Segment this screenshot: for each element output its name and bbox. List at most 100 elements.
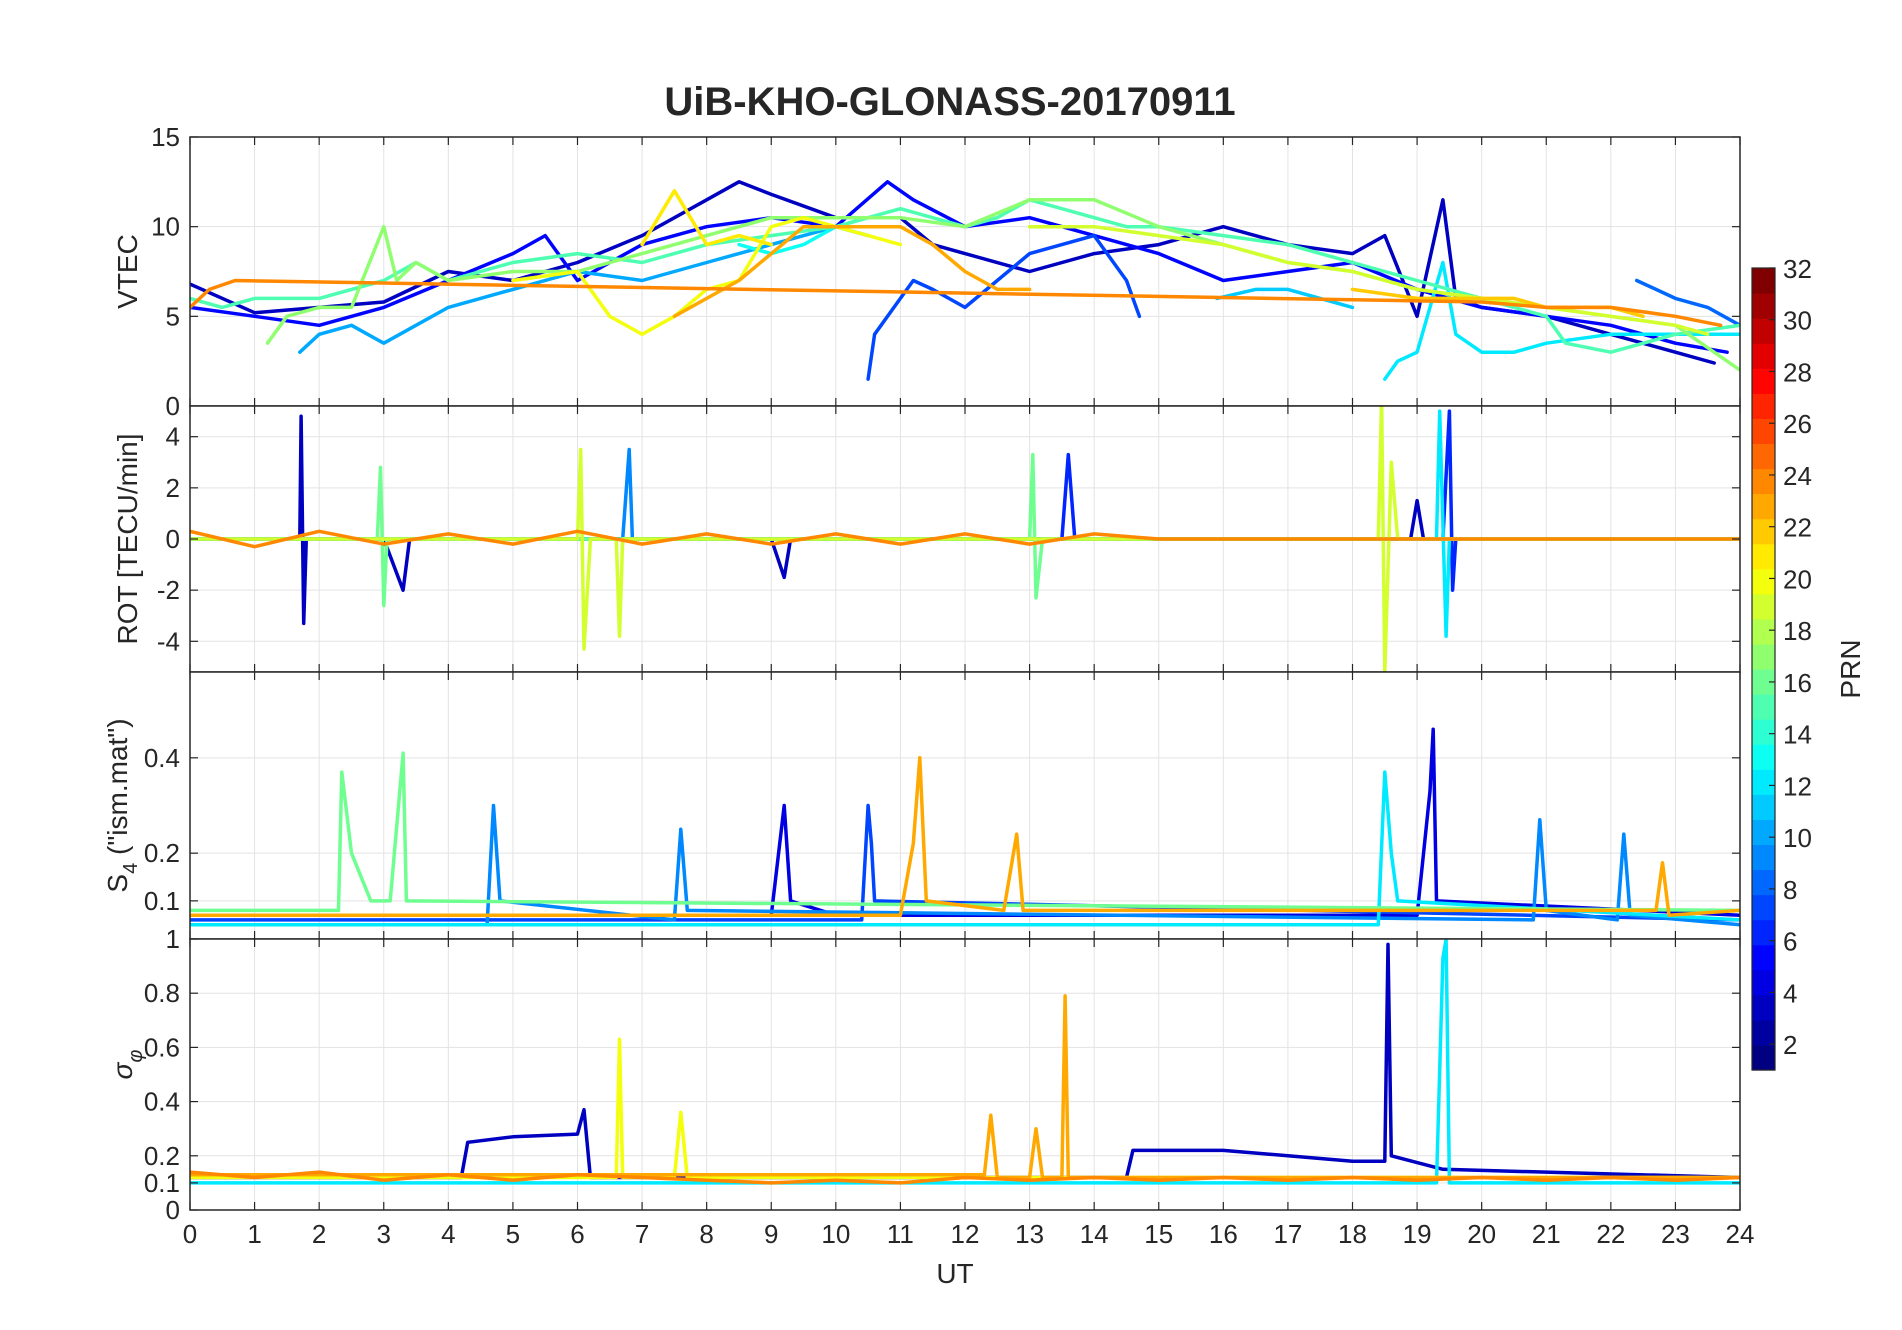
- colorbar-segment: [1752, 694, 1775, 720]
- y-tick-label: -4: [157, 626, 180, 656]
- series-group: [190, 406, 1740, 672]
- x-tick-label: 19: [1403, 1219, 1432, 1249]
- y-tick-label: 0: [166, 391, 180, 421]
- x-tick-label: 4: [441, 1219, 455, 1249]
- y-axis-label: σφ: [107, 1050, 147, 1080]
- x-tick-label: 13: [1015, 1219, 1044, 1249]
- colorbar-tick-label: 2: [1783, 1030, 1797, 1060]
- y-axis-label: ROT [TECU/min]: [112, 433, 143, 644]
- y-axis-label: VTEC: [112, 234, 143, 309]
- x-tick-label: 1: [247, 1219, 261, 1249]
- series-line-prn-8: [1634, 278, 1740, 328]
- colorbar-segment: [1752, 1044, 1775, 1071]
- colorbar-segment: [1752, 368, 1775, 394]
- series-line-prn-9: [190, 803, 1740, 927]
- x-tick-label: 6: [570, 1219, 584, 1249]
- colorbar-segment: [1752, 669, 1775, 695]
- colorbar-tick-label: 10: [1783, 823, 1812, 853]
- colorbar-tick-label: 26: [1783, 409, 1812, 439]
- series-line-prn-11: [1215, 287, 1355, 310]
- x-tick-label: 0: [183, 1219, 197, 1249]
- colorbar-segment: [1752, 493, 1775, 520]
- series-group: [190, 180, 1740, 381]
- colorbar-segment: [1752, 744, 1775, 770]
- y-tick-label: 0.2: [144, 1141, 180, 1171]
- series-line-prn-21: [640, 189, 774, 247]
- y-tick-label: 0.8: [144, 978, 180, 1008]
- y-tick-label: 10: [151, 212, 180, 242]
- x-tick-label: 22: [1596, 1219, 1625, 1249]
- grid: [189, 672, 1741, 939]
- series-line-prn-12: [190, 939, 1740, 1185]
- y-tick-label: 5: [166, 301, 180, 331]
- colorbar-segment: [1752, 343, 1775, 369]
- colorbar-segment: [1752, 819, 1775, 846]
- y-tick-label: 1: [166, 924, 180, 954]
- x-tick-label: 23: [1661, 1219, 1690, 1249]
- series-line-prn-12: [190, 770, 1740, 927]
- colorbar-segment: [1752, 293, 1775, 319]
- series-group: [190, 939, 1740, 1185]
- x-tick-label: 3: [377, 1219, 391, 1249]
- colorbar-frame: [1751, 267, 1776, 1071]
- colorbar-segment: [1752, 468, 1775, 495]
- x-tick-label: 2: [312, 1219, 326, 1249]
- x-axis-label: UT: [936, 1258, 973, 1289]
- series-line-prn-7: [866, 233, 1142, 381]
- y-tick-label: 0.2: [144, 838, 180, 868]
- series-line-prn-24: [190, 529, 1740, 549]
- colorbar-segment: [1752, 318, 1775, 344]
- series-line-prn-12: [1383, 260, 1740, 381]
- x-tick-label: 17: [1273, 1219, 1302, 1249]
- series-line-prn-19: [190, 406, 1740, 672]
- colorbar-tick-label: 28: [1783, 357, 1812, 387]
- x-tick-label: 11: [887, 1219, 914, 1249]
- series-line-prn-3: [190, 942, 1740, 1180]
- x-tick-label: 24: [1726, 1219, 1755, 1249]
- x-tick-label: 10: [821, 1219, 850, 1249]
- colorbar-segment: [1752, 618, 1775, 645]
- y-tick-label: 0.1: [144, 1168, 180, 1198]
- y-tick-label: 4: [166, 422, 180, 452]
- colorbar-tick-label: 24: [1783, 461, 1812, 491]
- x-tick-label: 16: [1209, 1219, 1238, 1249]
- chart-title: UiB-KHO-GLONASS-20170911: [664, 80, 1235, 124]
- x-tick-label: 14: [1080, 1219, 1109, 1249]
- colorbar-tick-label: 30: [1783, 306, 1812, 336]
- series-group: [190, 727, 1740, 927]
- colorbar-segment: [1752, 268, 1775, 294]
- series-line-prn-23: [190, 756, 1740, 917]
- colorbar-segment: [1752, 794, 1775, 820]
- colorbar-tick-label: 18: [1783, 616, 1812, 646]
- y-tick-label: 0.6: [144, 1032, 180, 1062]
- y-tick-label: -2: [157, 575, 180, 605]
- panel-rot: -4 -2 0 2 4 ROT [TECU/min]: [112, 405, 1741, 673]
- colorbar-segment: [1752, 1019, 1775, 1046]
- colorbar-tick-label: 14: [1783, 720, 1812, 750]
- series-line-prn-23: [190, 994, 1740, 1180]
- colorbar-tick-label: 32: [1783, 254, 1812, 284]
- colorbar-segment: [1752, 719, 1775, 745]
- colorbar-segment: [1752, 643, 1775, 670]
- panel-sigma_phi: 00.10.2 0.4 0.6 0.8 1 σφ: [107, 924, 1741, 1225]
- colorbar-tick-label: 12: [1783, 771, 1812, 801]
- y-axis-label: S4 ("ism.mat"): [102, 718, 142, 892]
- colorbar-tick-label: 20: [1783, 564, 1812, 594]
- series-line-prn-23: [672, 224, 1032, 319]
- x-tick-label: 7: [635, 1219, 649, 1249]
- colorbar-segment: [1752, 769, 1775, 795]
- colorbar-segment: [1752, 518, 1775, 545]
- colorbar-segment: [1752, 593, 1775, 620]
- x-tick-label: 5: [506, 1219, 520, 1249]
- colorbar-segment: [1752, 894, 1775, 921]
- colorbar-segment: [1752, 869, 1775, 896]
- colorbar-segment: [1752, 418, 1775, 445]
- panel-s4: 0.1 0.2 0.4S4 ("ism.mat"): [102, 671, 1741, 940]
- y-tick-label: 2: [166, 473, 180, 503]
- y-tick-label: 15: [151, 122, 180, 152]
- colorbar-segment: [1752, 844, 1775, 871]
- x-tick-label: 20: [1467, 1219, 1496, 1249]
- y-tick-label: 0: [166, 524, 180, 554]
- x-tick-label: 15: [1144, 1219, 1173, 1249]
